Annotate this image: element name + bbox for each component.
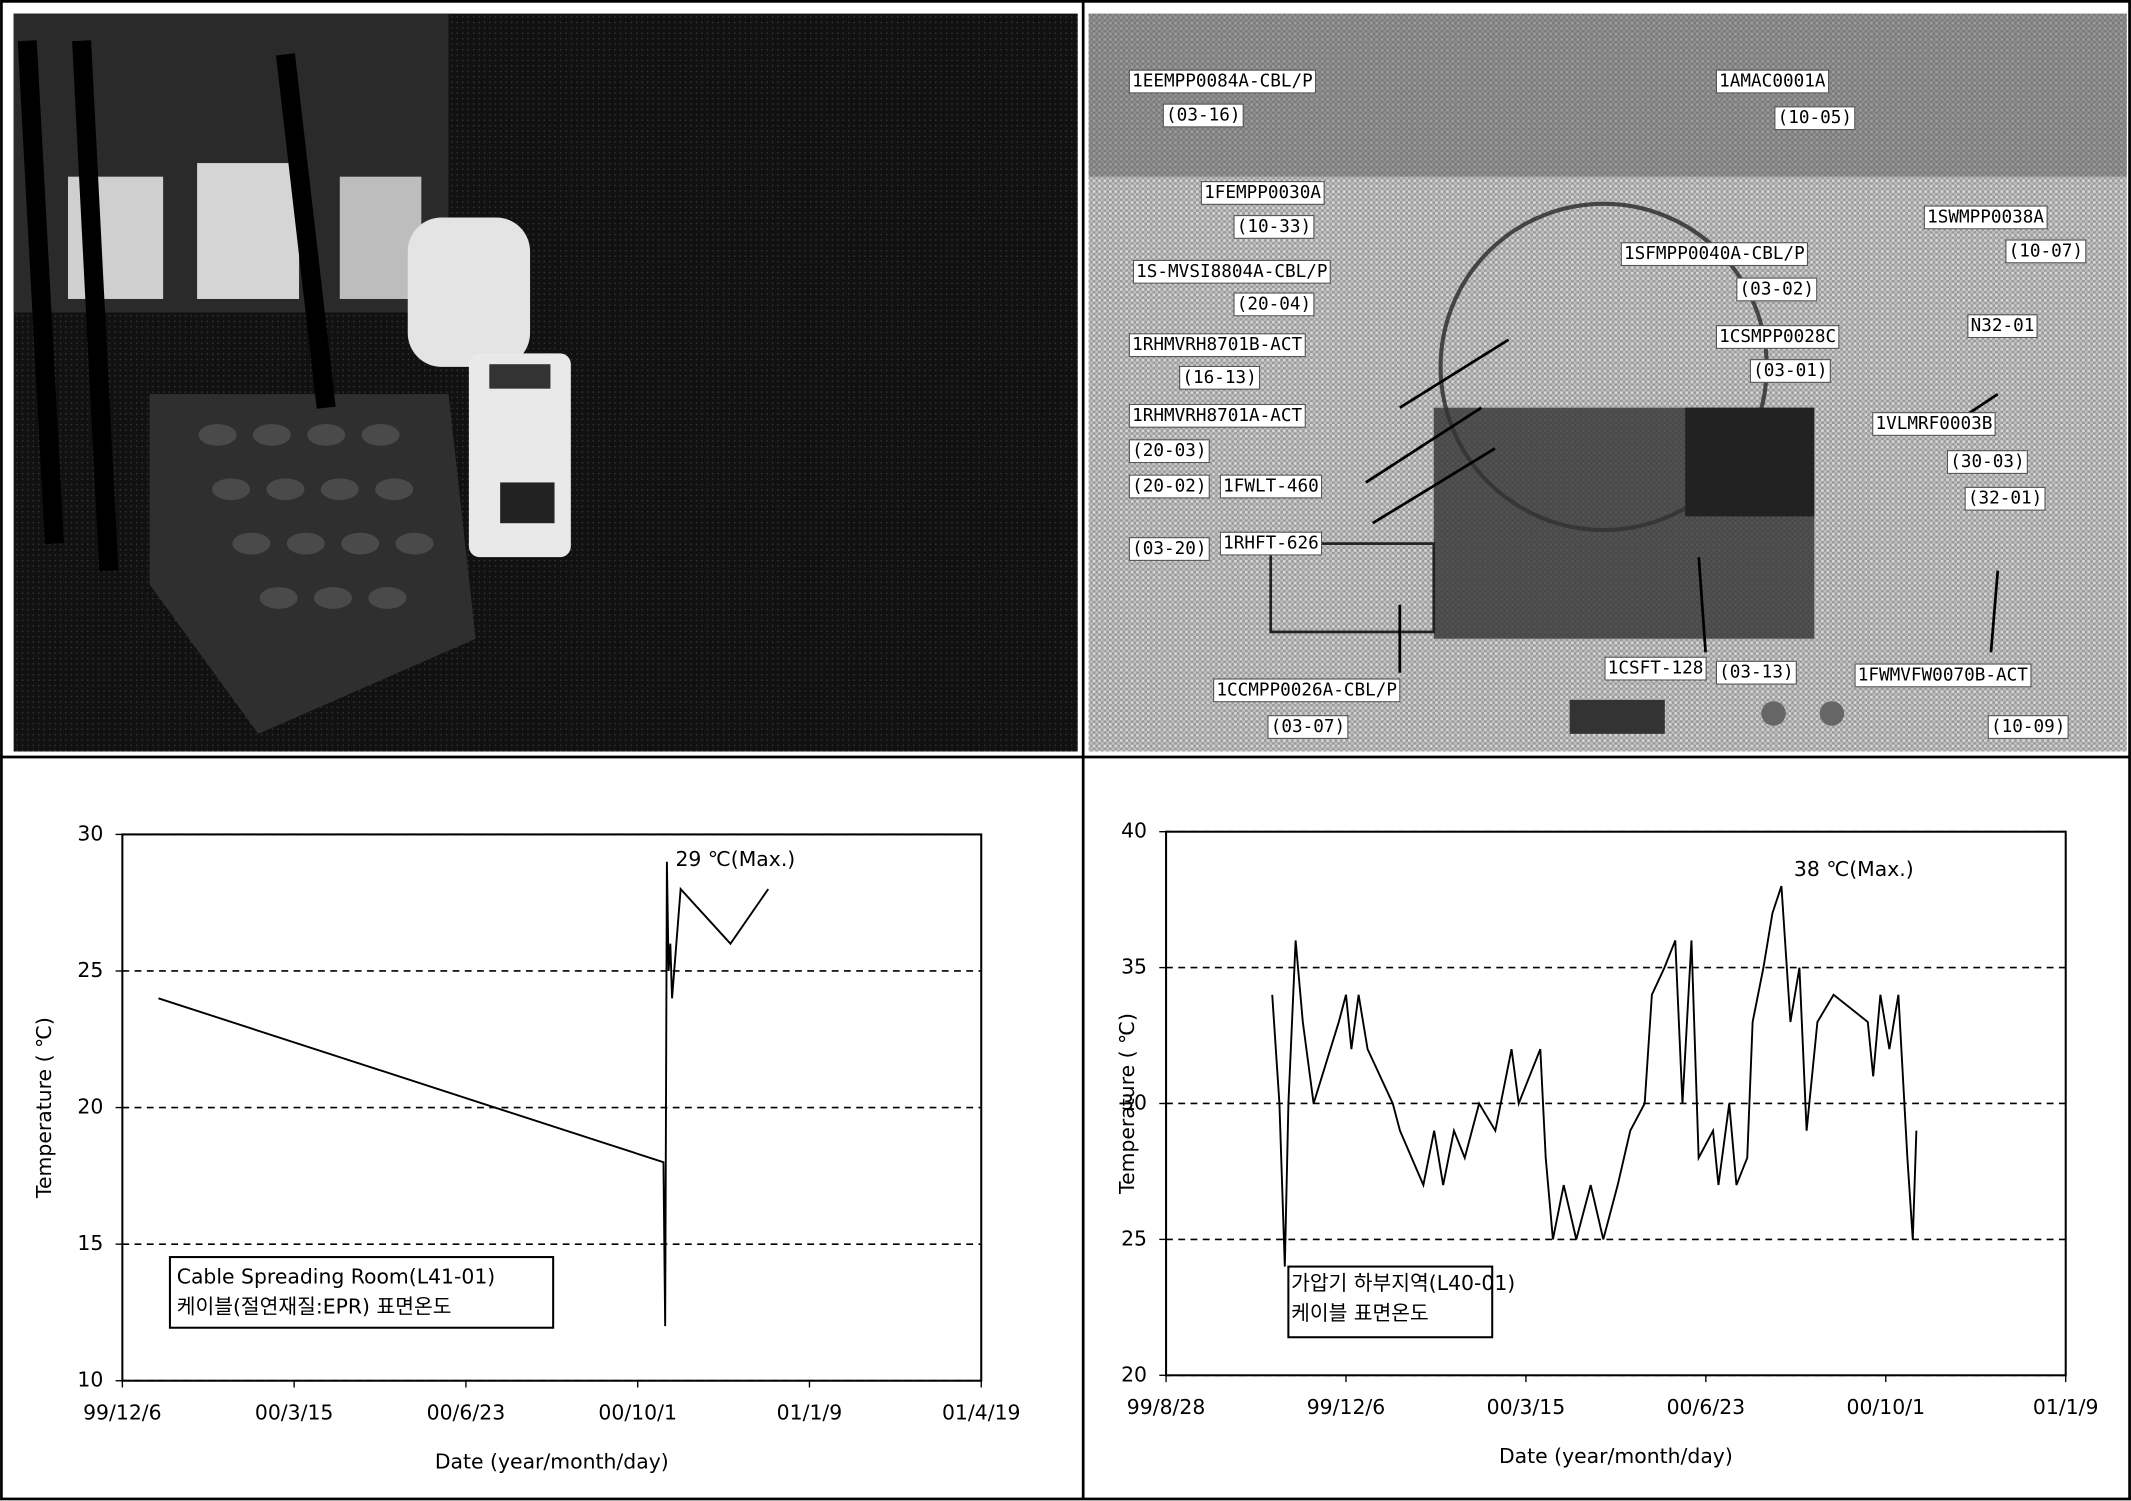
y-axis-title: Temperature ( ℃): [1115, 1013, 1139, 1195]
photo-label: (20-04): [1237, 294, 1311, 314]
y-tick-label: 15: [77, 1231, 103, 1255]
y-tick-label: 30: [77, 821, 103, 845]
photo-label: (32-01): [1968, 489, 2042, 509]
y-tick-label: 20: [77, 1095, 103, 1119]
x-tick-label: 01/1/9: [2033, 1395, 2099, 1419]
photo-label: (03-20): [1132, 539, 1206, 559]
photo-label: (16-13): [1182, 368, 1256, 388]
x-tick-label: 00/10/1: [1847, 1395, 1926, 1419]
y-axis-title: Temperature ( ℃): [32, 1017, 56, 1199]
figure: 1EEMPP0084A-CBL/P (03-16) 1AMAC0001A (10-05…: [0, 0, 2131, 1501]
photo-label: 1VLMRF0003B: [1875, 414, 1992, 434]
x-tick-label: 99/8/28: [1127, 1395, 1206, 1419]
photo-label: 1EEMPP0084A-CBL/P: [1132, 72, 1313, 92]
max-annotation: 29 ℃(Max.): [675, 847, 795, 871]
x-tick-label: 01/4/19: [942, 1400, 1021, 1424]
photo-label: N32-01: [1971, 316, 2035, 336]
photo-label: 1RHMVRH8701B-ACT: [1132, 335, 1302, 355]
photo-label: 1SFMPP0040A-CBL/P: [1624, 244, 1805, 264]
y-tick-label: 40: [1121, 819, 1147, 843]
photo-label: 1CSMPP0028C: [1719, 327, 1836, 347]
photo-label: 1FWMVFW0070B-ACT: [1858, 665, 2028, 685]
photo-label: 1RHMVRH8701A-ACT: [1132, 406, 1302, 426]
photo-label: (03-07): [1271, 717, 1345, 737]
photo-label: (30-03): [1950, 452, 2024, 472]
photo-label: (03-01): [1753, 361, 1827, 381]
photo-label: 1S-MVSI8804A-CBL/P: [1136, 262, 1327, 282]
x-tick-label: 00/3/15: [1487, 1395, 1566, 1419]
x-tick-label: 00/3/15: [255, 1400, 334, 1424]
photo-label: (20-02): [1132, 477, 1206, 497]
x-tick-label: 00/6/23: [427, 1400, 506, 1424]
y-tick-label: 25: [1121, 1226, 1147, 1250]
max-annotation: 38 ℃(Max.): [1794, 857, 1914, 881]
photo-label: (03-02): [1740, 279, 1814, 299]
photo-label: 1AMAC0001A: [1719, 72, 1826, 92]
annotation-text: 케이블 표면온도: [1291, 1301, 1429, 1325]
photo-label: 1CCMPP0026A-CBL/P: [1216, 680, 1397, 700]
photo-label: (03-16): [1166, 106, 1240, 126]
x-tick-label: 00/6/23: [1667, 1395, 1746, 1419]
photo-label: (10-33): [1237, 217, 1311, 237]
y-tick-label: 35: [1121, 955, 1147, 979]
photo-label: 1FWLT-460: [1223, 477, 1319, 497]
x-axis-title: Date (year/month/day): [435, 1449, 669, 1473]
photo-label: (03-13): [1719, 663, 1793, 683]
y-tick-label: 10: [77, 1368, 103, 1392]
annotation-text: 가압기 하부지역(L40-01): [1291, 1271, 1515, 1295]
x-axis-title: Date (year/month/day): [1499, 1444, 1733, 1468]
photo-label: 1FEMPP0030A: [1204, 183, 1321, 203]
photo-label: (10-05): [1778, 108, 1852, 128]
annotation-text: 케이블(절연재질:EPR) 표면온도: [177, 1294, 452, 1318]
photo-label: 1CSFT-128: [1608, 659, 1704, 679]
y-tick-label: 25: [77, 958, 103, 982]
x-tick-label: 99/12/6: [1307, 1395, 1386, 1419]
photo-left: [14, 14, 1078, 752]
annotation-text: Cable Spreading Room(L41-01): [177, 1264, 496, 1288]
photo-label: (20-03): [1132, 441, 1206, 461]
photo-label: (10-07): [2009, 241, 2083, 261]
y-tick-label: 20: [1121, 1362, 1147, 1386]
x-tick-label: 01/1/9: [777, 1400, 843, 1424]
photo-label: 1RHFT-626: [1223, 534, 1319, 554]
photo-label: 1SWMPP0038A: [1927, 207, 2044, 227]
x-tick-label: 00/10/1: [598, 1400, 677, 1424]
x-tick-label: 99/12/6: [83, 1400, 162, 1424]
photo-label: (10-09): [1991, 717, 2065, 737]
